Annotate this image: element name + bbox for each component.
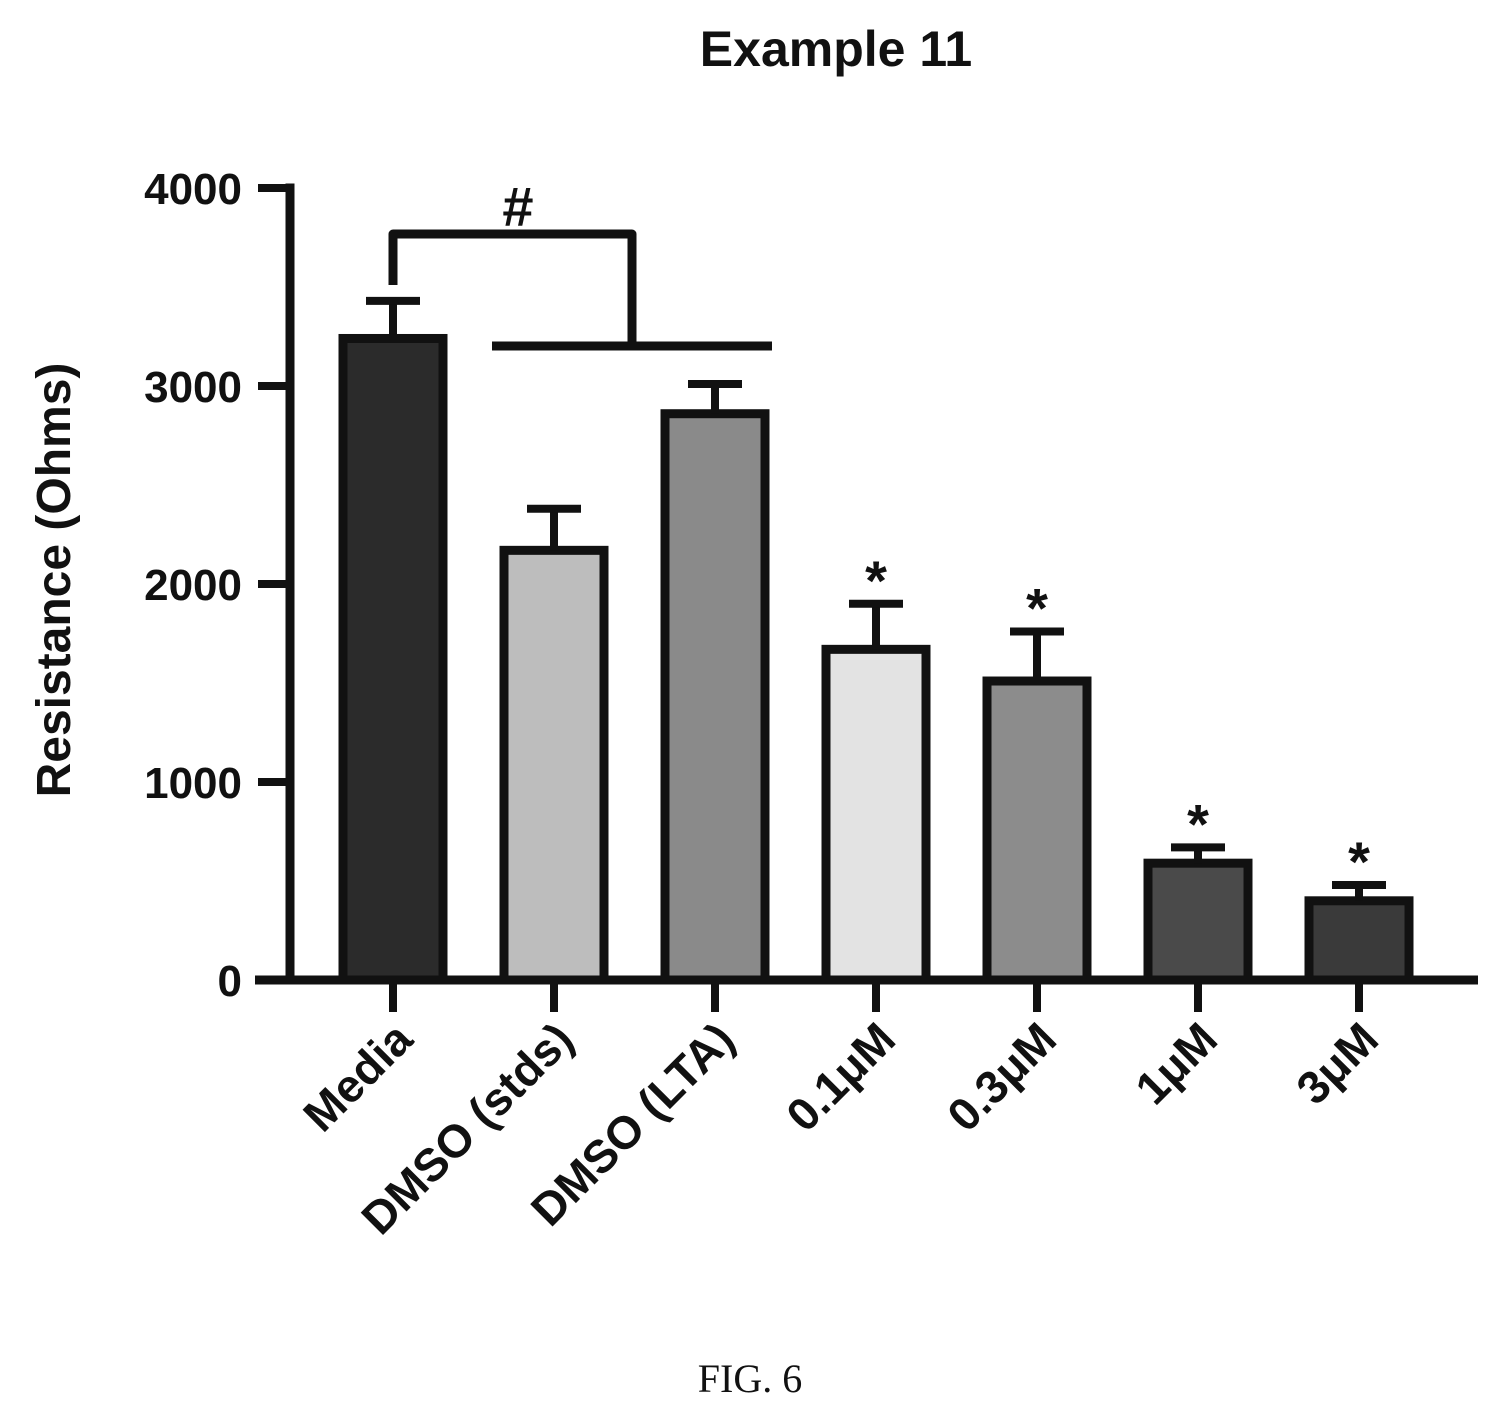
bar bbox=[1304, 896, 1414, 985]
bar bbox=[660, 409, 770, 985]
y-tick-label: 3000 bbox=[144, 363, 242, 412]
significance-markers: # * * * * bbox=[388, 175, 1370, 893]
y-axis-label: Resistance (Ohms) bbox=[28, 363, 81, 798]
bar bbox=[982, 676, 1092, 985]
significance-star: * bbox=[1348, 830, 1370, 893]
category-label: 1μM bbox=[1125, 1012, 1227, 1114]
significance-hash: # bbox=[502, 175, 533, 238]
bar bbox=[1143, 858, 1253, 985]
significance-star: * bbox=[865, 549, 887, 612]
category-label: 3μM bbox=[1286, 1012, 1388, 1114]
category-label: 0.3μM bbox=[937, 1012, 1066, 1141]
significance-star: * bbox=[1187, 792, 1209, 855]
bar bbox=[499, 545, 609, 985]
bars bbox=[338, 296, 1414, 985]
y-axis: 0 1000 2000 3000 4000 bbox=[144, 165, 295, 1006]
significance-star: * bbox=[1026, 577, 1048, 640]
bar bbox=[338, 333, 448, 985]
category-label: Media bbox=[293, 1012, 422, 1141]
y-tick-label: 0 bbox=[218, 957, 242, 1006]
y-tick-label: 4000 bbox=[144, 165, 242, 214]
figure-caption: FIG. 6 bbox=[698, 1356, 802, 1401]
bar bbox=[821, 644, 931, 985]
chart-title: Example 11 bbox=[700, 21, 972, 77]
category-label: 0.1μM bbox=[776, 1012, 905, 1141]
y-tick-label: 1000 bbox=[144, 759, 242, 808]
y-tick-label: 2000 bbox=[144, 561, 242, 610]
significance-bracket bbox=[388, 229, 637, 346]
